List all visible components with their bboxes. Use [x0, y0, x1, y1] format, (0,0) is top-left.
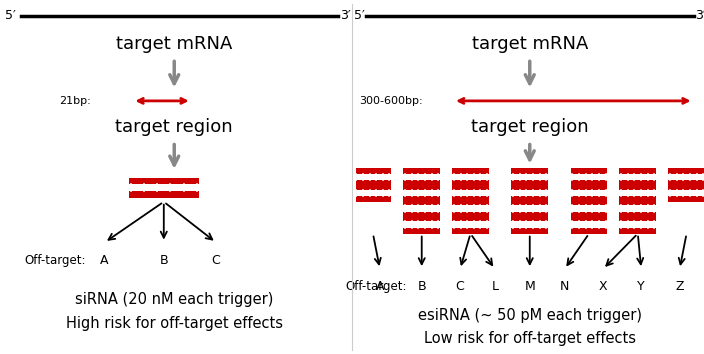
Bar [355, 184, 391, 189]
Text: A: A [376, 280, 384, 293]
Text: L: L [491, 280, 498, 293]
Bar [620, 181, 656, 186]
Bar [452, 168, 489, 174]
Bar [452, 228, 489, 234]
Bar [512, 200, 548, 205]
Text: target mRNA: target mRNA [116, 35, 232, 53]
Text: C: C [212, 254, 220, 267]
Bar [452, 212, 489, 218]
Bar [620, 212, 656, 218]
Bar [571, 196, 608, 202]
Bar [571, 184, 608, 189]
Text: Z: Z [675, 280, 684, 293]
Bar [512, 212, 548, 218]
Bar [512, 184, 548, 189]
Bar [452, 196, 489, 202]
Text: Y: Y [637, 280, 645, 293]
Text: Low risk for off-target effects: Low risk for off-target effects [424, 331, 636, 346]
Text: B: B [417, 280, 426, 293]
Bar [668, 181, 704, 186]
Text: B: B [160, 254, 168, 267]
Bar [620, 216, 656, 222]
Text: 300-600bp:: 300-600bp: [359, 96, 422, 106]
Text: M: M [524, 280, 535, 293]
Bar [620, 228, 656, 234]
Bar [355, 181, 391, 186]
Bar [571, 181, 608, 186]
Bar [571, 216, 608, 222]
Bar [571, 168, 608, 174]
Bar [512, 181, 548, 186]
Bar [403, 212, 440, 218]
Bar [355, 196, 391, 202]
Bar [452, 216, 489, 222]
Bar [512, 168, 548, 174]
Bar [403, 181, 440, 186]
Text: 21bp:: 21bp: [59, 96, 91, 106]
Bar [452, 200, 489, 205]
Text: 5′: 5′ [5, 10, 16, 22]
Bar [620, 196, 656, 202]
Bar [403, 196, 440, 202]
Bar [512, 196, 548, 202]
Text: X: X [598, 280, 608, 293]
Bar [620, 184, 656, 189]
Bar [403, 200, 440, 205]
Bar [403, 216, 440, 222]
Bar [668, 168, 704, 174]
Bar [668, 184, 704, 189]
Text: target region: target region [115, 119, 233, 136]
Text: 5′: 5′ [353, 10, 365, 22]
Text: 3′: 3′ [339, 10, 351, 22]
Bar [571, 212, 608, 218]
Bar [620, 200, 656, 205]
Bar [620, 168, 656, 174]
Text: Off-target:: Off-target: [345, 280, 407, 293]
Text: target region: target region [471, 119, 589, 136]
Bar [452, 184, 489, 189]
Text: target mRNA: target mRNA [472, 35, 588, 53]
Bar [512, 228, 548, 234]
Bar [571, 228, 608, 234]
Bar [668, 196, 704, 202]
Text: 3′: 3′ [695, 10, 704, 22]
Text: Off-target:: Off-target: [25, 254, 86, 267]
Text: A: A [100, 254, 109, 267]
Bar [512, 216, 548, 222]
Bar [129, 191, 199, 198]
Bar [355, 168, 391, 174]
Text: High risk for off-target effects: High risk for off-target effects [65, 316, 283, 331]
Bar [403, 184, 440, 189]
Bar [571, 200, 608, 205]
Text: C: C [455, 280, 465, 293]
Bar [129, 178, 199, 184]
Bar [403, 168, 440, 174]
Text: esiRNA (~ 50 pM each trigger): esiRNA (~ 50 pM each trigger) [417, 308, 642, 322]
Text: siRNA (20 nM each trigger): siRNA (20 nM each trigger) [75, 292, 273, 307]
Text: N: N [560, 280, 570, 293]
Bar [403, 228, 440, 234]
Bar [452, 181, 489, 186]
